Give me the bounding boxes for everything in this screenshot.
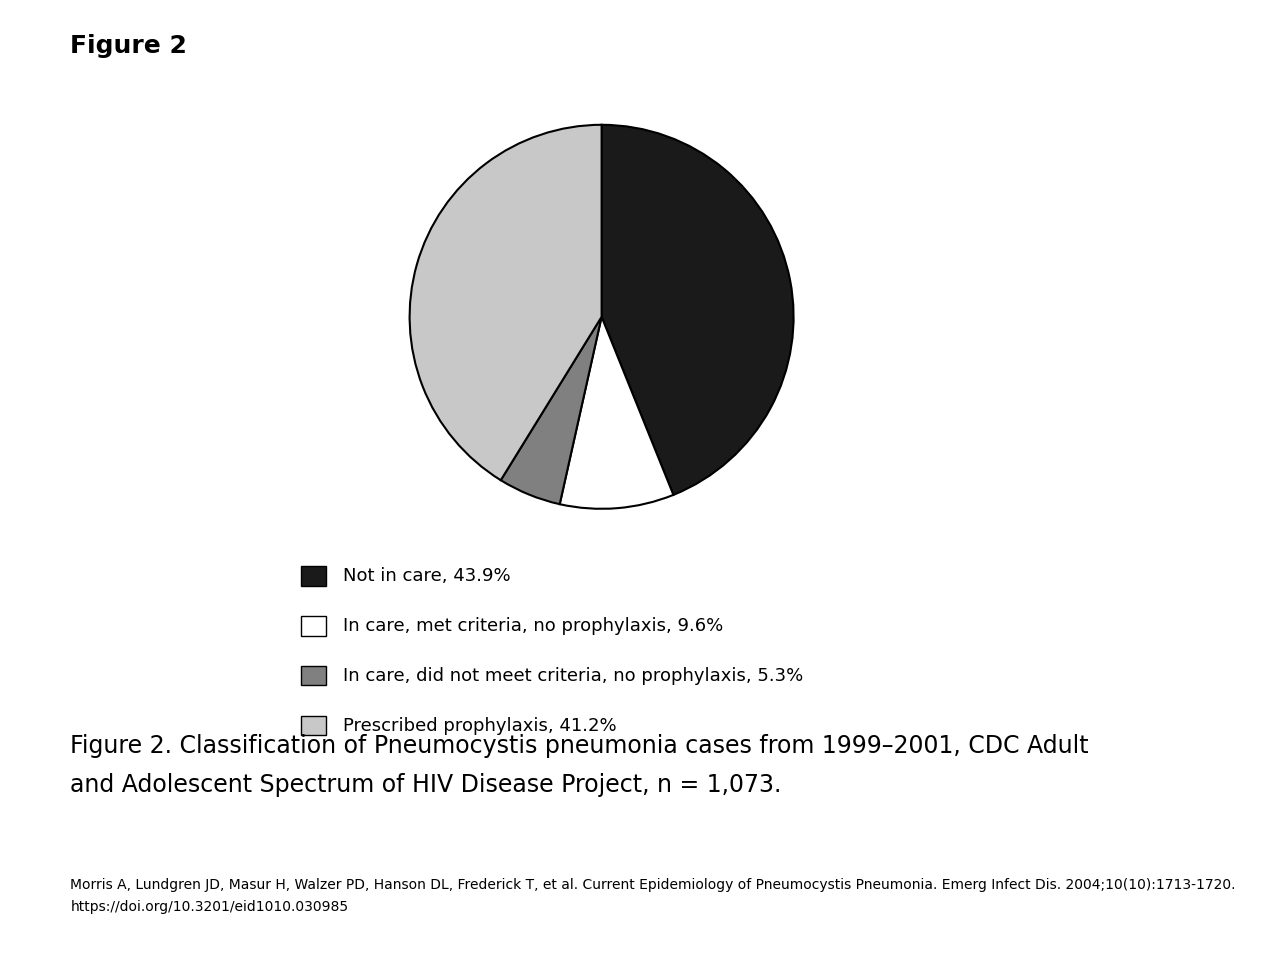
Wedge shape: [559, 317, 673, 509]
Text: Prescribed prophylaxis, 41.2%: Prescribed prophylaxis, 41.2%: [343, 717, 617, 734]
Wedge shape: [500, 317, 602, 504]
Text: Figure 2. Classification of Pneumocystis pneumonia cases from 1999–2001, CDC Adu: Figure 2. Classification of Pneumocystis…: [70, 734, 1089, 758]
Text: In care, did not meet criteria, no prophylaxis, 5.3%: In care, did not meet criteria, no proph…: [343, 667, 804, 684]
Wedge shape: [602, 125, 794, 494]
Text: Figure 2: Figure 2: [70, 34, 187, 58]
Text: Not in care, 43.9%: Not in care, 43.9%: [343, 567, 511, 585]
Text: In care, met criteria, no prophylaxis, 9.6%: In care, met criteria, no prophylaxis, 9…: [343, 617, 723, 635]
Text: https://doi.org/10.3201/eid1010.030985: https://doi.org/10.3201/eid1010.030985: [70, 900, 348, 915]
Text: and Adolescent Spectrum of HIV Disease Project, n = 1,073.: and Adolescent Spectrum of HIV Disease P…: [70, 773, 782, 797]
Wedge shape: [410, 125, 602, 480]
Text: Morris A, Lundgren JD, Masur H, Walzer PD, Hanson DL, Frederick T, et al. Curren: Morris A, Lundgren JD, Masur H, Walzer P…: [70, 878, 1236, 893]
